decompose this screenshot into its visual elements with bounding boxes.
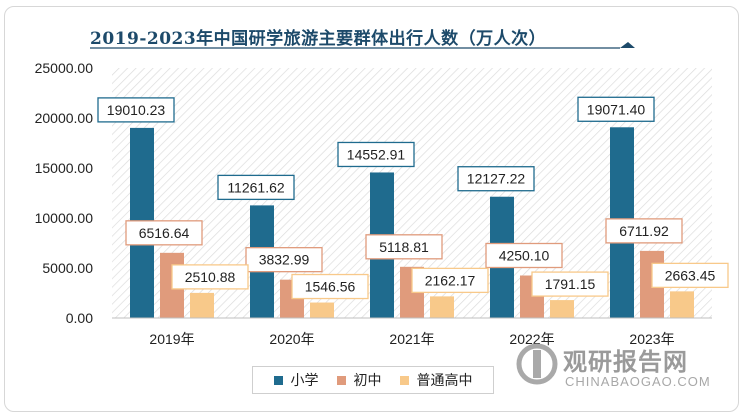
data-label-box xyxy=(171,264,249,290)
data-label-box xyxy=(365,234,443,260)
y-tick-label: 10000.00 xyxy=(35,210,94,226)
legend-label-junior: 初中 xyxy=(353,372,382,388)
data-label-box xyxy=(291,273,369,300)
data-label-box xyxy=(577,96,655,122)
watermark-name-en: CHINABAOGAO.COM xyxy=(565,374,711,389)
x-tick-label: 2023年 xyxy=(629,331,674,347)
bar xyxy=(670,291,694,318)
legend-item-primary: 小学 xyxy=(273,370,319,390)
data-label: 1546.56 xyxy=(305,279,356,295)
chart-title: 2019-2023年中国研学旅游主要群体出行人数（万人次） xyxy=(90,29,547,49)
data-label: 3832.99 xyxy=(259,252,310,268)
data-label: 14552.91 xyxy=(347,146,406,162)
data-label-box xyxy=(217,174,295,201)
bar xyxy=(310,302,334,318)
bar xyxy=(430,296,454,318)
x-axis: 2019年 2020年 2021年 2022年 2023年 xyxy=(112,317,712,347)
x-tick-label: 2022年 xyxy=(509,331,554,347)
data-label-box xyxy=(457,166,535,192)
data-label: 5118.81 xyxy=(379,239,429,255)
data-label-box xyxy=(97,97,175,123)
legend-item-senior: 普通高中 xyxy=(399,370,473,390)
data-label: 2162.17 xyxy=(425,272,476,288)
data-label: 4250.10 xyxy=(499,247,550,263)
legend-swatch-junior xyxy=(336,375,346,385)
data-label: 2510.88 xyxy=(185,269,236,285)
y-tick-label: 25000.00 xyxy=(35,60,94,76)
legend: 小学 初中 普通高中 xyxy=(252,366,494,394)
data-label: 19071.40 xyxy=(587,101,646,117)
legend-swatch-senior xyxy=(399,375,409,385)
data-label-box xyxy=(245,247,323,273)
y-tick-label: 20000.00 xyxy=(35,110,94,126)
y-tick-label: 0.00 xyxy=(66,310,93,326)
data-label-box xyxy=(605,218,683,244)
watermark-name-cn: 观研报告网 xyxy=(563,348,688,376)
y-axis: 0.00 5000.00 10000.00 15000.00 20000.00 25000… xyxy=(35,60,94,326)
legend-label-senior: 普通高中 xyxy=(416,372,473,388)
data-label-box xyxy=(485,242,563,269)
data-label-box xyxy=(337,141,415,168)
x-tick-label: 2020年 xyxy=(269,331,314,347)
data-label: 1791.15 xyxy=(545,276,596,292)
data-label-box xyxy=(651,262,729,289)
data-label-box xyxy=(531,271,609,297)
legend-swatch-primary xyxy=(273,375,283,385)
data-label: 12127.22 xyxy=(467,171,526,187)
data-label: 19010.23 xyxy=(107,102,166,118)
data-labels: 19010.23 11261.62 14552.91 12127.22 19071.40… xyxy=(97,96,729,300)
data-label: 6516.64 xyxy=(139,225,190,241)
watermark-logo-icon xyxy=(516,343,558,385)
legend-label-primary: 小学 xyxy=(290,372,319,388)
x-tick-label: 2021年 xyxy=(389,331,434,347)
y-tick-label: 5000.00 xyxy=(42,260,93,276)
title-underline xyxy=(90,42,635,49)
bar xyxy=(550,300,574,318)
legend-item-junior: 初中 xyxy=(336,370,382,390)
data-label: 11261.62 xyxy=(227,179,285,195)
data-label: 6711.92 xyxy=(619,223,669,239)
x-tick-label: 2019年 xyxy=(149,331,194,347)
bar xyxy=(190,292,214,318)
data-label-box xyxy=(411,267,489,294)
data-label: 2663.45 xyxy=(665,267,716,283)
data-label-box xyxy=(125,220,203,246)
y-tick-label: 15000.00 xyxy=(35,160,94,176)
chart-title-bar: 2019-2023年中国研学旅游主要群体出行人数（万人次） xyxy=(60,6,660,56)
watermark: 观研报告网 CHINABAOGAO.COM xyxy=(515,340,715,400)
